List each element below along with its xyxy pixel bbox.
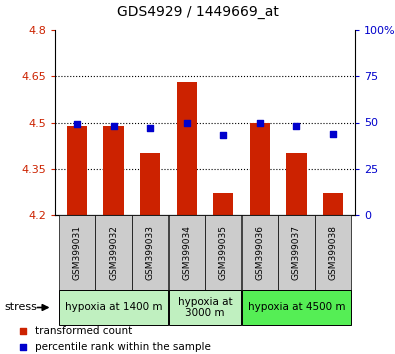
Text: GSM399036: GSM399036 [256,225,264,280]
Bar [278,215,314,290]
Text: GSM399038: GSM399038 [329,225,338,280]
Bar [67,126,87,215]
Bar [59,290,168,325]
Point [220,133,226,138]
Text: percentile rank within the sample: percentile rank within the sample [35,342,211,352]
Bar [205,215,241,290]
Text: hypoxia at
3000 m: hypoxia at 3000 m [178,297,232,318]
Text: stress: stress [4,303,37,313]
Bar [250,122,270,215]
Point [20,344,26,350]
Text: GSM399034: GSM399034 [182,225,191,280]
Bar [169,290,241,325]
Bar [169,215,205,290]
Text: hypoxia at 4500 m: hypoxia at 4500 m [248,303,345,313]
Point [184,120,190,125]
Text: hypoxia at 1400 m: hypoxia at 1400 m [65,303,162,313]
Text: transformed count: transformed count [35,326,132,336]
Bar [103,126,124,215]
Bar [140,153,160,215]
Point [74,121,80,127]
Bar [242,290,351,325]
Text: GSM399035: GSM399035 [219,225,228,280]
Text: GSM399033: GSM399033 [146,225,154,280]
Point [147,125,153,131]
Bar [213,193,233,215]
Point [330,131,336,136]
Text: GSM399032: GSM399032 [109,225,118,280]
Bar [177,82,197,215]
Point [293,123,300,129]
Bar [96,215,132,290]
Bar [323,193,343,215]
Point [257,120,263,125]
Bar [242,215,278,290]
Point [110,123,117,129]
Bar [315,215,351,290]
Text: GSM399031: GSM399031 [72,225,81,280]
Bar [286,153,307,215]
Text: GDS4929 / 1449669_at: GDS4929 / 1449669_at [117,5,278,19]
Bar [132,215,168,290]
Bar [59,215,95,290]
Point [20,329,26,334]
Text: GSM399037: GSM399037 [292,225,301,280]
